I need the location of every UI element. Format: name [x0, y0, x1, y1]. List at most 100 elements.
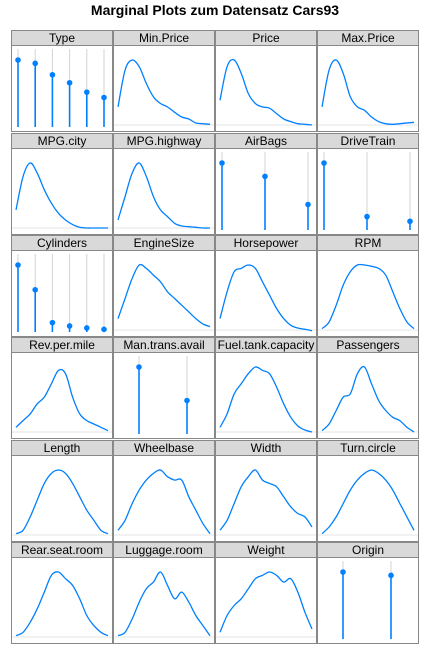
panel-title-mpg-highway: MPG.highway — [114, 134, 214, 149]
panel-turn-circle: Turn.circle — [317, 440, 419, 542]
figure-title: Marginal Plots zum Datensatz Cars93 — [90, 2, 340, 18]
panel-title-passengers: Passengers — [318, 338, 418, 353]
plot-length — [12, 469, 112, 536]
panel-passengers: Passengers — [317, 337, 419, 439]
bar-point — [32, 286, 38, 293]
panel-rear-seat-room: Rear.seat.room — [11, 542, 113, 644]
panel-title-airbags: AirBags — [216, 134, 316, 149]
bar-point — [15, 262, 21, 268]
panel-airbags: AirBags — [215, 133, 317, 235]
panel-luggage-room: Luggage.room — [113, 542, 215, 644]
density-line — [321, 365, 415, 433]
panel-enginesize: EngineSize — [113, 235, 215, 337]
panel-title-origin: Origin — [318, 543, 418, 558]
bar-point — [49, 71, 56, 78]
panel-title-luggage-room: Luggage.room — [114, 543, 214, 558]
bar-point — [388, 572, 394, 579]
density-line — [15, 368, 109, 432]
density-line — [321, 59, 415, 125]
panel-title-rpm: RPM — [318, 236, 418, 251]
plot-cylinders — [15, 254, 107, 333]
panel-price: Price — [215, 30, 317, 132]
plot-price — [216, 58, 316, 126]
panel-max-price: Max.Price — [317, 30, 419, 132]
density-line — [321, 469, 415, 535]
density-line — [15, 162, 108, 229]
panel-title-man-trans-avail: Man.trans.avail — [114, 338, 214, 353]
panel-mpg-city: MPG.city — [11, 133, 113, 235]
density-line — [219, 264, 313, 332]
panel-title-horsepower: Horsepower — [216, 236, 316, 251]
panel-length: Length — [11, 440, 113, 542]
plot-width — [216, 469, 316, 536]
panel-title-weight: Weight — [216, 543, 316, 558]
panel-man-trans-avail: Man.trans.avail — [113, 337, 215, 439]
density-line — [219, 571, 313, 633]
panel-fuel-tank-capacity: Fuel.tank.capacity — [215, 337, 317, 439]
density-line — [117, 59, 211, 125]
density-line — [15, 469, 109, 535]
bar-point — [101, 326, 107, 333]
plot-type — [15, 49, 107, 127]
plot-max-price — [318, 59, 418, 126]
panel-width: Width — [215, 440, 317, 542]
panel-title-rev-per-mile: Rev.per.mile — [12, 338, 112, 353]
bar-point — [66, 323, 73, 329]
plot-enginesize — [114, 263, 214, 331]
panel-title-wheelbase: Wheelbase — [114, 441, 214, 456]
bar-point — [340, 569, 346, 575]
plot-weight — [216, 571, 316, 638]
plot-airbags — [219, 152, 311, 230]
bar-point — [49, 319, 56, 326]
panel-title-width: Width — [216, 441, 316, 456]
bar-point — [262, 173, 268, 180]
bar-point — [66, 79, 73, 86]
panel-title-enginesize: EngineSize — [114, 236, 214, 251]
bar-point — [15, 57, 21, 63]
plot-horsepower — [216, 264, 316, 332]
panel-rpm: RPM — [317, 235, 419, 337]
density-line — [117, 162, 211, 229]
panel-title-turn-circle: Turn.circle — [318, 441, 418, 456]
plot-turn-circle — [318, 469, 418, 536]
plot-passengers — [318, 365, 418, 433]
plot-rpm — [318, 263, 418, 331]
density-line — [219, 469, 313, 531]
density-line — [219, 58, 313, 126]
plot-rear-seat-room — [12, 571, 112, 638]
panel-weight: Weight — [215, 542, 317, 644]
panel-title-max-price: Max.Price — [318, 31, 418, 46]
plot-fuel-tank-capacity — [216, 366, 316, 433]
panel-mpg-highway: MPG.highway — [113, 133, 215, 235]
plot-rev-per-mile — [12, 368, 112, 433]
plot-origin — [340, 561, 394, 639]
panel-title-price: Price — [216, 31, 316, 46]
panel-origin: Origin — [317, 542, 419, 644]
bar-point — [84, 325, 90, 331]
plot-min-price — [114, 59, 214, 126]
plot-luggage-room — [114, 571, 214, 638]
panel-title-mpg-city: MPG.city — [12, 134, 112, 149]
bar-point — [101, 94, 107, 101]
bar-point — [184, 397, 190, 404]
bar-point — [136, 364, 142, 370]
panel-title-length: Length — [12, 441, 112, 456]
panel-min-price: Min.Price — [113, 30, 215, 132]
density-line — [117, 469, 211, 535]
density-line — [219, 366, 313, 433]
panel-rev-per-mile: Rev.per.mile — [11, 337, 113, 439]
panel-title-fuel-tank-capacity: Fuel.tank.capacity — [216, 338, 316, 353]
bar-point — [305, 201, 311, 208]
panel-title-cylinders: Cylinders — [12, 236, 112, 251]
plot-mpg-highway — [114, 162, 214, 229]
plot-drivetrain — [321, 152, 413, 230]
plot-wheelbase — [114, 469, 214, 536]
plot-mpg-city — [12, 162, 112, 229]
bar-point — [364, 213, 370, 220]
bar-point — [32, 60, 38, 67]
density-line — [15, 571, 109, 637]
panel-title-type: Type — [12, 31, 112, 46]
panel-type: Type — [11, 30, 113, 132]
panel-horsepower: Horsepower — [215, 235, 317, 337]
